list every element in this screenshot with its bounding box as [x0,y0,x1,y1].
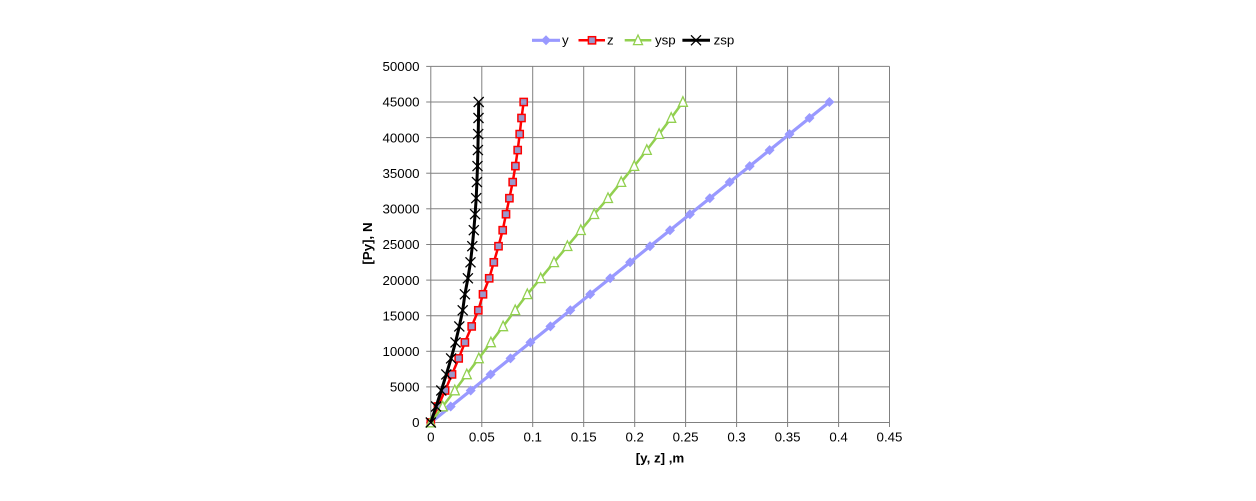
svg-text:0.25: 0.25 [673,430,699,445]
svg-text:0.15: 0.15 [571,430,597,445]
svg-text:y: y [562,33,569,48]
svg-text:z: z [607,33,614,48]
svg-text:[y, z] ,m: [y, z] ,m [636,451,685,466]
svg-text:0.35: 0.35 [775,430,801,445]
svg-text:[Py], N: [Py], N [360,222,375,264]
svg-text:30000: 30000 [383,202,420,217]
svg-text:0.1: 0.1 [523,430,542,445]
svg-text:ysp: ysp [655,33,676,48]
svg-text:0.3: 0.3 [727,430,746,445]
svg-text:0.2: 0.2 [625,430,644,445]
svg-text:zsp: zsp [714,33,735,48]
svg-text:5000: 5000 [390,380,420,395]
svg-text:0.05: 0.05 [469,430,495,445]
svg-text:40000: 40000 [383,130,420,145]
svg-text:0: 0 [412,415,419,430]
svg-text:50000: 50000 [383,59,420,74]
svg-text:0.4: 0.4 [829,430,848,445]
svg-text:45000: 45000 [383,95,420,110]
svg-text:0: 0 [427,430,434,445]
svg-text:35000: 35000 [383,166,420,181]
svg-text:0.45: 0.45 [877,430,903,445]
svg-text:25000: 25000 [383,237,420,252]
svg-text:20000: 20000 [383,273,420,288]
svg-text:15000: 15000 [383,308,420,323]
svg-text:10000: 10000 [383,344,420,359]
